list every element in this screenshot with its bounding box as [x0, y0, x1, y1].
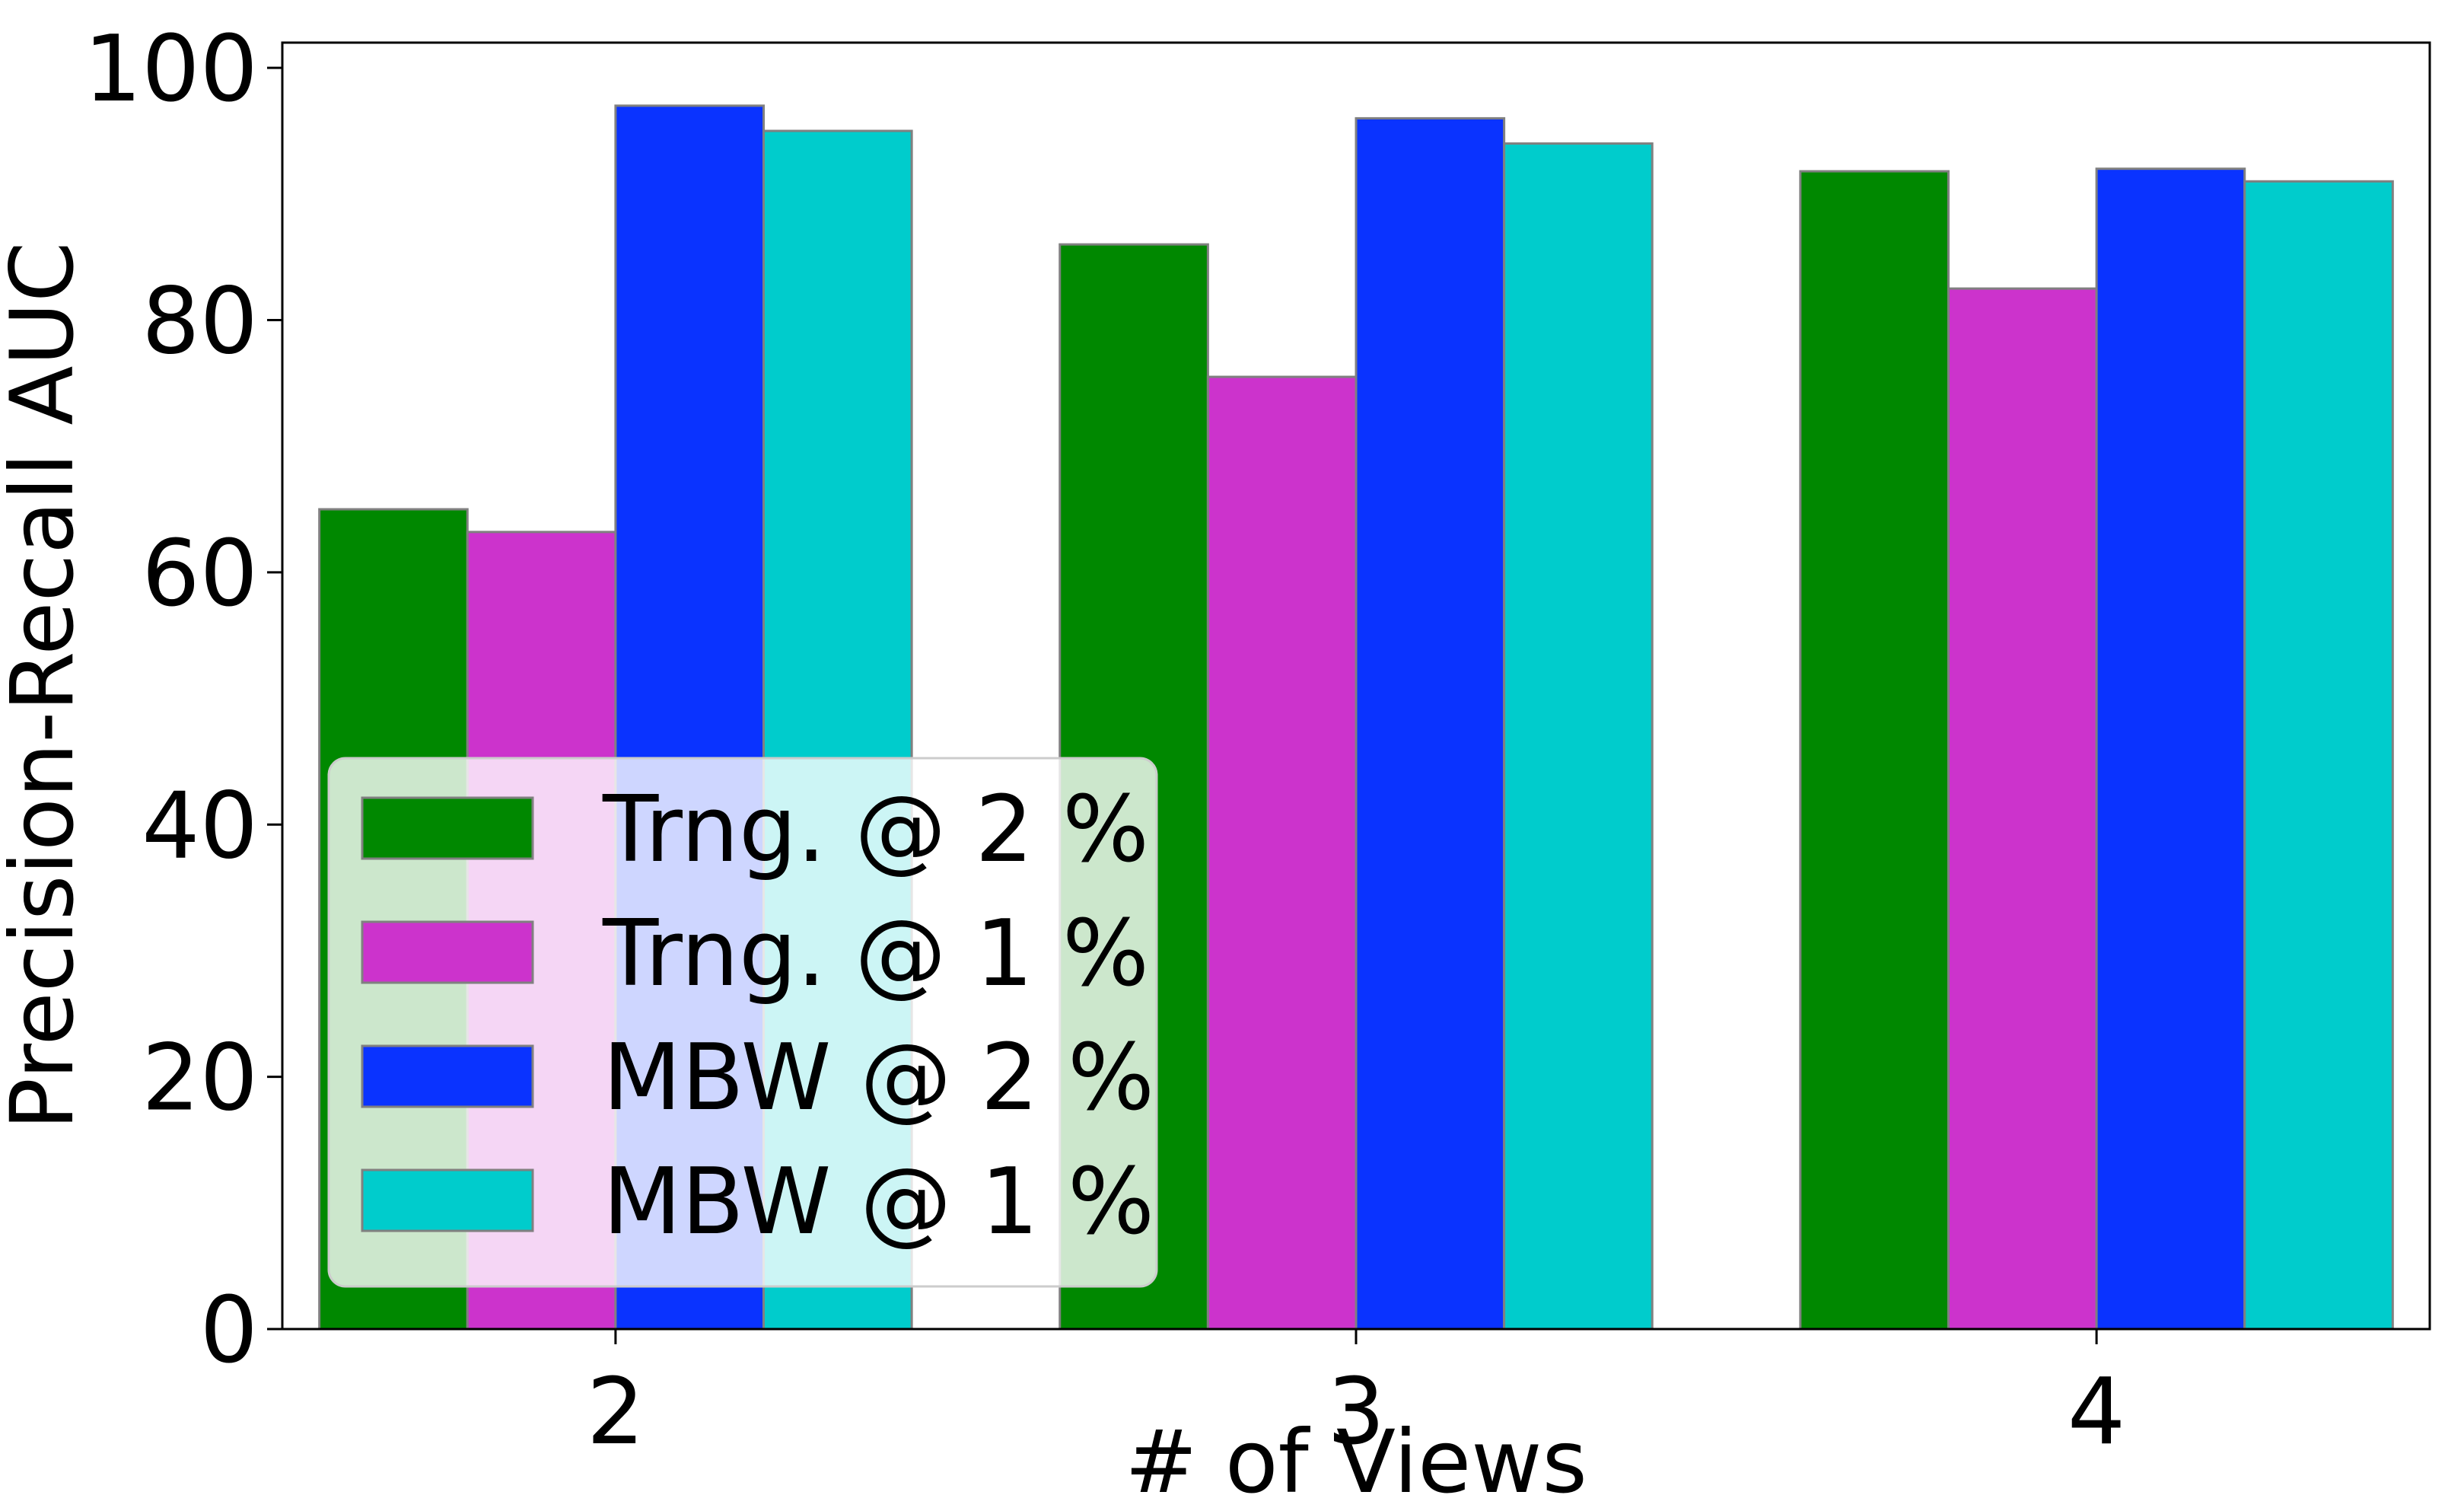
bar-series-4-category-3 [1503, 142, 1654, 1331]
bar-series-3-category-3 [1355, 116, 1506, 1331]
x-axis: 2 3 4 [587, 1329, 2125, 1465]
legend-swatch [361, 920, 534, 984]
legend-entry-label: Trng. @ 2 % [602, 777, 1149, 883]
legend: Trng. @ 2 % Trng. @ 1 % MBW @ 2 % MBW @ 1 % [327, 757, 1158, 1288]
legend-swatch [361, 1168, 534, 1232]
legend-box [327, 757, 1158, 1288]
legend-swatch [361, 1044, 534, 1108]
legend-entry-label: Trng. @ 1 % [602, 901, 1149, 1007]
y-tick-label: 100 [84, 17, 258, 123]
bar-series-1-category-4 [1799, 170, 1950, 1331]
x-axis-label: # of Views [1125, 1411, 1587, 1495]
y-tick-label: 60 [142, 521, 258, 627]
y-tick-label: 20 [142, 1026, 258, 1132]
legend-swatch [361, 796, 534, 860]
bar-series-2-category-4 [1947, 287, 2098, 1331]
x-tick-label: 2 [587, 1360, 645, 1465]
y-tick-label: 40 [142, 773, 258, 879]
y-tick-label: 80 [142, 269, 258, 375]
bar-series-2-category-3 [1206, 375, 1358, 1331]
y-axis-label: Precision-Recall AUC [0, 241, 93, 1130]
bar-series-3-category-4 [2095, 167, 2246, 1331]
x-tick-label: 4 [2068, 1360, 2125, 1465]
bar-series-4-category-4 [2243, 180, 2394, 1331]
legend-entry-label: MBW @ 2 % [603, 1025, 1154, 1131]
x-tick-label: 3 [1327, 1360, 1385, 1465]
y-axis: 0 20 40 60 80 100 [84, 17, 282, 1384]
y-tick-label: 0 [200, 1278, 258, 1384]
legend-entry-label: MBW @ 1 % [603, 1149, 1154, 1255]
